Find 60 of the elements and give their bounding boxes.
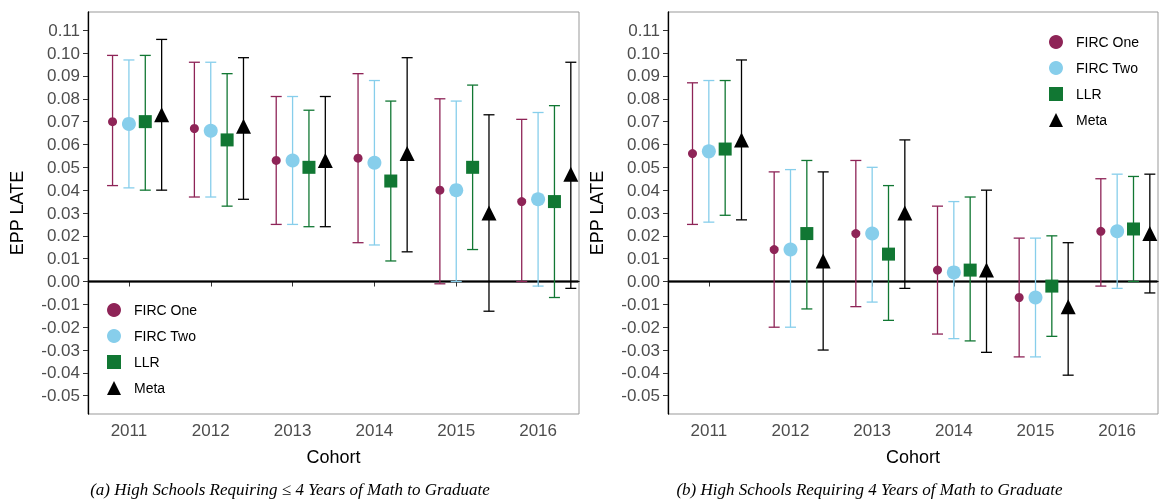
y-tick-label: 0.10 <box>46 43 80 63</box>
y-tick-label: 0.04 <box>626 180 660 200</box>
y-tick-label: -0.03 <box>621 340 660 360</box>
y-tick-label: 0.02 <box>626 226 660 246</box>
text: (a) High Schools Requiring ≤ 4 Years of Math to Graduate <box>90 480 491 499</box>
y-tick-label: -0.01 <box>621 294 660 314</box>
y-tick-label: 0.03 <box>626 203 660 223</box>
x-tick-label: 2012 <box>771 421 810 440</box>
y-tick-label: 0.00 <box>46 272 80 292</box>
y-tick-label: 0.09 <box>626 66 660 86</box>
y-tick-label: 0.01 <box>626 249 660 269</box>
legend-label: FIRC One <box>134 302 198 318</box>
y-tick-label: -0.04 <box>621 363 660 383</box>
legend-label: FIRC Two <box>134 328 197 344</box>
y-tick-label: 0.01 <box>46 249 80 269</box>
legend-label: Meta <box>1075 112 1108 128</box>
y-tick-label: 0.08 <box>46 89 80 109</box>
y-tick-label: -0.05 <box>41 386 80 406</box>
x-tick-label: 2011 <box>690 421 728 440</box>
legend-label: Meta <box>134 380 166 396</box>
y-tick-label: 0.00 <box>626 272 660 292</box>
y-tick-label: 0.05 <box>626 157 660 177</box>
y-tick-label: -0.05 <box>621 386 660 406</box>
x-tick-label: 2013 <box>273 421 312 440</box>
y-axis-title: EPP LATE <box>7 170 27 256</box>
legend-label: FIRC One <box>1075 34 1140 50</box>
y-tick-label: 0.06 <box>626 134 660 154</box>
legend-label: LLR <box>1075 86 1102 102</box>
y-tick-label: -0.04 <box>41 363 80 383</box>
y-tick-label: 0.10 <box>626 43 660 63</box>
legend-label: FIRC Two <box>1075 60 1139 76</box>
y-tick-label: 0.02 <box>46 226 80 246</box>
x-tick-label: 2015 <box>437 421 476 440</box>
y-tick-label: 0.06 <box>46 134 80 154</box>
x-tick-label: 2012 <box>191 421 230 440</box>
y-tick-label: 0.04 <box>46 180 80 200</box>
y-axis-title: EPP LATE <box>587 170 607 256</box>
y-tick-label: 0.07 <box>46 112 80 132</box>
legend-label: LLR <box>134 354 160 370</box>
y-tick-label: 0.11 <box>48 20 80 40</box>
x-tick-label: 2014 <box>355 421 394 440</box>
y-tick-label: 0.11 <box>628 20 660 40</box>
x-tick-label: 2015 <box>1016 421 1055 440</box>
y-tick-label: -0.02 <box>41 317 80 337</box>
y-tick-label: -0.03 <box>41 340 80 360</box>
x-axis-title: Cohort <box>885 447 941 467</box>
y-tick-label: -0.01 <box>41 294 80 314</box>
text: (b) High Schools Requiring 4 Years of Math to Graduate <box>676 480 1064 499</box>
y-tick-label: 0.08 <box>626 89 660 109</box>
x-tick-label: 2016 <box>1098 421 1137 440</box>
x-tick-label: 2016 <box>519 421 557 440</box>
x-tick-label: 2011 <box>110 421 148 440</box>
y-tick-label: 0.03 <box>46 203 80 223</box>
y-tick-label: 0.05 <box>46 157 80 177</box>
x-tick-label: 2013 <box>853 421 892 440</box>
y-tick-label: 0.09 <box>46 66 80 86</box>
x-tick-label: 2014 <box>934 421 973 440</box>
y-tick-label: 0.07 <box>626 112 660 132</box>
x-axis-title: Cohort <box>306 447 361 467</box>
y-tick-label: -0.02 <box>621 317 660 337</box>
